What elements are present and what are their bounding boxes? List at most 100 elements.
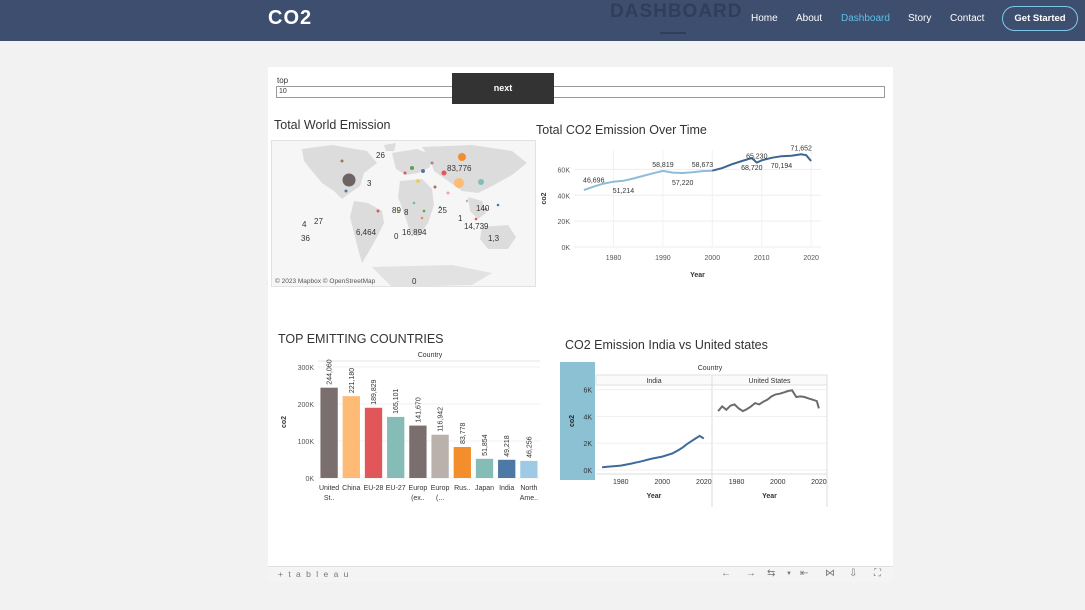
column-header: Country xyxy=(418,352,443,359)
tableau-toolbar: + t a b l e a u ← → ⇆ ▼ ⇤ ⋈ ⇩ ⛶ xyxy=(268,566,893,582)
map-label: 16,894 xyxy=(402,228,427,237)
category-label: Japan xyxy=(475,485,494,492)
map-label: 25 xyxy=(438,206,447,215)
reset-icon[interactable]: ⇤ xyxy=(800,568,809,579)
top-n-input[interactable]: 10 xyxy=(276,86,885,98)
row-header-band xyxy=(560,362,595,480)
series-line xyxy=(583,169,713,192)
y-tick-label: 2K xyxy=(583,441,592,448)
get-started-button[interactable]: Get Started xyxy=(1002,6,1078,31)
y-axis-label: co2 xyxy=(541,192,548,204)
x-tick-label: 1980 xyxy=(613,479,629,486)
bar xyxy=(409,425,427,478)
revert-icon[interactable]: ⇆ xyxy=(767,568,776,579)
heading-underline xyxy=(660,32,686,34)
category-label: United xyxy=(319,485,339,492)
map-label: 27 xyxy=(314,217,323,226)
map-label: 14,739 xyxy=(464,222,489,231)
bar xyxy=(342,396,360,478)
data-label: 46,696 xyxy=(583,178,605,185)
next-button[interactable]: next xyxy=(452,73,554,104)
bar xyxy=(320,387,338,478)
parameter-label: top xyxy=(277,76,289,85)
map-label: 1 xyxy=(458,214,463,223)
category-label: St.. xyxy=(324,495,335,502)
x-tick-label: 2000 xyxy=(705,255,721,262)
map-label: 26 xyxy=(376,151,385,160)
y-tick-label: 4K xyxy=(583,414,592,421)
series-line xyxy=(712,153,812,172)
bar-value-label: 51,854 xyxy=(482,434,489,456)
top-navbar: CO2 DASHBOARD Home About Dashboard Story… xyxy=(0,0,1085,41)
y-tick-label: 6K xyxy=(583,388,592,395)
bar-value-label: 189,829 xyxy=(371,379,378,404)
nav-about[interactable]: About xyxy=(796,13,823,24)
category-label: North xyxy=(520,485,537,492)
co2-over-time-chart[interactable]: 0K 20K 40K 60K 1980 1990 2000 2010 2020 Year co2 46… xyxy=(536,142,826,287)
y-tick-label: 300K xyxy=(298,365,315,372)
data-label: 71,652 xyxy=(791,145,813,152)
map-label: 36 xyxy=(301,234,310,243)
map-labels: 26 83,776 3 89 8 25 1 140 27 4 6,464 0 1… xyxy=(301,151,500,286)
data-label: 65,230 xyxy=(746,154,768,161)
nav-home[interactable]: Home xyxy=(751,13,778,24)
emission-markers[interactable] xyxy=(340,153,500,221)
data-label: 68,720 xyxy=(741,165,763,172)
x-tick-label: 2000 xyxy=(655,479,671,486)
map-label: 140 xyxy=(476,204,490,213)
brand-logo[interactable]: CO2 xyxy=(268,7,313,29)
download-icon[interactable]: ⇩ xyxy=(849,568,858,579)
map-label: 6,464 xyxy=(356,228,377,237)
bar xyxy=(498,459,516,478)
x-tick-label: 2020 xyxy=(696,479,712,486)
nav-story[interactable]: Story xyxy=(908,13,932,24)
share-icon[interactable]: ⋈ xyxy=(825,568,835,579)
data-label: 57,220 xyxy=(672,180,694,187)
redo-icon[interactable]: → xyxy=(746,568,756,579)
tableau-dashboard: top 10 next Total World Emission Total C… xyxy=(268,67,893,582)
category-label: China xyxy=(342,485,360,492)
y-tick-label: 0K xyxy=(561,245,570,252)
category-label: EU-28 xyxy=(364,485,384,492)
category-label: (... xyxy=(436,495,444,502)
tableau-logo[interactable]: + t a b l e a u xyxy=(278,569,350,579)
data-label: 58,819 xyxy=(652,162,674,169)
x-tick-label: 1990 xyxy=(655,255,671,262)
bar xyxy=(387,416,405,478)
map-canvas[interactable]: 26 83,776 3 89 8 25 1 140 27 4 6,464 0 1… xyxy=(272,141,536,287)
bar xyxy=(364,407,383,478)
map-label: 89 xyxy=(392,206,401,215)
y-tick-label: 0K xyxy=(583,468,592,475)
map-attribution: © 2023 Mapbox © OpenStreetMap xyxy=(275,278,376,285)
bar xyxy=(453,447,471,478)
bar-value-label: 141,670 xyxy=(415,397,422,422)
map-label: 0 xyxy=(394,232,399,241)
x-axis-label: Year xyxy=(762,493,777,500)
y-axis-label: co2 xyxy=(281,416,288,428)
map-title: Total World Emission xyxy=(274,118,391,132)
world-emission-map[interactable]: 26 83,776 3 89 8 25 1 140 27 4 6,464 0 1… xyxy=(271,140,536,287)
map-label: 4 xyxy=(302,220,307,229)
bar-value-label: 244,060 xyxy=(327,359,334,384)
x-tick-label: 1980 xyxy=(729,479,745,486)
category-label: India xyxy=(499,485,514,492)
india-vs-us-chart[interactable]: co2 0K 2K 4K 6K Country India 1980 2000 2020 Year U… xyxy=(560,357,835,517)
fullscreen-icon[interactable]: ⛶ xyxy=(874,568,881,579)
x-tick-label: 2020 xyxy=(803,255,819,262)
map-label: 1,3 xyxy=(488,234,500,243)
y-axis-label: co2 xyxy=(569,415,576,427)
top-countries-bar-chart[interactable]: Country 0K 100K 200K 300K co2 244,060 United St.… xyxy=(278,347,548,517)
x-axis-label: Year xyxy=(690,272,705,279)
y-tick-label: 200K xyxy=(298,402,315,409)
nav-contact[interactable]: Contact xyxy=(950,13,985,24)
bar-value-label: 49,218 xyxy=(504,435,511,457)
category-label: (ex.. xyxy=(411,495,425,502)
revert-dropdown-icon[interactable]: ▼ xyxy=(786,571,792,577)
category-label: Europ xyxy=(409,485,428,492)
map-label: 3 xyxy=(367,179,372,188)
y-tick-label: 100K xyxy=(298,439,315,446)
nav-dashboard[interactable]: Dashboard xyxy=(841,13,890,24)
undo-icon[interactable]: ← xyxy=(721,568,731,579)
x-axis-label: Year xyxy=(647,493,662,500)
y-tick-label: 60K xyxy=(558,167,571,174)
